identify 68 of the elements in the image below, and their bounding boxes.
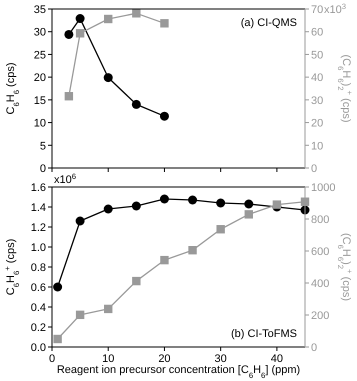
x-tick-label: 0 bbox=[48, 353, 56, 365]
y2-tick-label: 40 bbox=[311, 72, 324, 84]
point bbox=[104, 204, 113, 214]
x-tick-label: 40 bbox=[270, 353, 284, 365]
point bbox=[160, 112, 169, 121]
y-tick-label: 1.2 bbox=[30, 222, 46, 234]
y2-tick-label: 70 bbox=[311, 4, 324, 16]
y2-tick-label: 1000 bbox=[311, 182, 336, 194]
point bbox=[64, 30, 74, 39]
y-tick-label: 15 bbox=[34, 94, 46, 107]
point bbox=[76, 216, 85, 226]
y2-tick-label: 50 bbox=[311, 49, 324, 62]
point bbox=[160, 194, 169, 204]
y-tick-label: 0.4 bbox=[30, 302, 46, 314]
point bbox=[160, 19, 169, 28]
y2-tick-label: 30 bbox=[311, 94, 324, 107]
y-tick-label: 5 bbox=[40, 140, 46, 152]
annotation: (b) CI-ToFMS bbox=[231, 328, 297, 340]
y2-tick-label: 600 bbox=[311, 246, 330, 258]
y-tick-label: 10 bbox=[34, 118, 46, 130]
point bbox=[104, 14, 112, 24]
point bbox=[104, 304, 112, 314]
y-tick-label: 25 bbox=[34, 49, 46, 62]
y-tick-label: 0.2 bbox=[30, 322, 46, 334]
y2-tick-label: 0 bbox=[311, 342, 318, 354]
y2-tick-label: 200 bbox=[311, 310, 330, 322]
point bbox=[244, 200, 254, 208]
y2-tick-label: 800 bbox=[311, 214, 330, 226]
point bbox=[76, 29, 84, 38]
y-tick-label: 1.0 bbox=[30, 242, 46, 254]
x-tick-label: 30 bbox=[214, 353, 227, 365]
x-tick-label: 20 bbox=[158, 353, 171, 365]
text: x10$^{3}$ bbox=[324, 2, 346, 16]
point bbox=[272, 200, 282, 209]
text: x10$^{6}$ bbox=[54, 172, 76, 186]
y-tick-label: 0 bbox=[40, 163, 46, 175]
point bbox=[132, 276, 141, 286]
y2-tick-label: 10 bbox=[311, 140, 324, 152]
y-tick-label: 35 bbox=[34, 4, 46, 16]
y2-tick-label: 400 bbox=[311, 278, 330, 290]
point bbox=[53, 282, 62, 292]
x-axis-title: Reagent ion precursor concentration [C$_{6}$H$_{6}$] (ppm) bbox=[56, 364, 300, 380]
y-tick-label: 30 bbox=[34, 26, 46, 39]
point bbox=[104, 73, 113, 82]
y2-tick-label: 60 bbox=[311, 26, 324, 39]
annotation: (a) CI-QMS bbox=[240, 17, 297, 29]
point bbox=[76, 310, 84, 320]
point bbox=[132, 100, 141, 109]
point bbox=[160, 256, 169, 264]
x-tick-label: 10 bbox=[102, 353, 114, 365]
y-tick-label: 20 bbox=[34, 72, 46, 84]
y2-tick-label: 0 bbox=[311, 163, 318, 175]
y-tick-label: 0.8 bbox=[30, 262, 46, 274]
y-tick-label: 1.4 bbox=[30, 202, 46, 214]
point bbox=[216, 198, 226, 208]
y-tick-label: 0.0 bbox=[30, 342, 46, 354]
point bbox=[216, 225, 225, 234]
y-tick-label: 0.6 bbox=[30, 282, 46, 294]
point bbox=[188, 246, 197, 254]
point bbox=[76, 14, 85, 24]
point bbox=[53, 334, 62, 344]
y-tick-label: 1.6 bbox=[30, 182, 46, 194]
point bbox=[188, 196, 198, 204]
y2-tick-label: 20 bbox=[311, 118, 324, 130]
point bbox=[244, 210, 253, 219]
point bbox=[132, 202, 141, 210]
point bbox=[132, 9, 141, 18]
point bbox=[64, 92, 74, 100]
